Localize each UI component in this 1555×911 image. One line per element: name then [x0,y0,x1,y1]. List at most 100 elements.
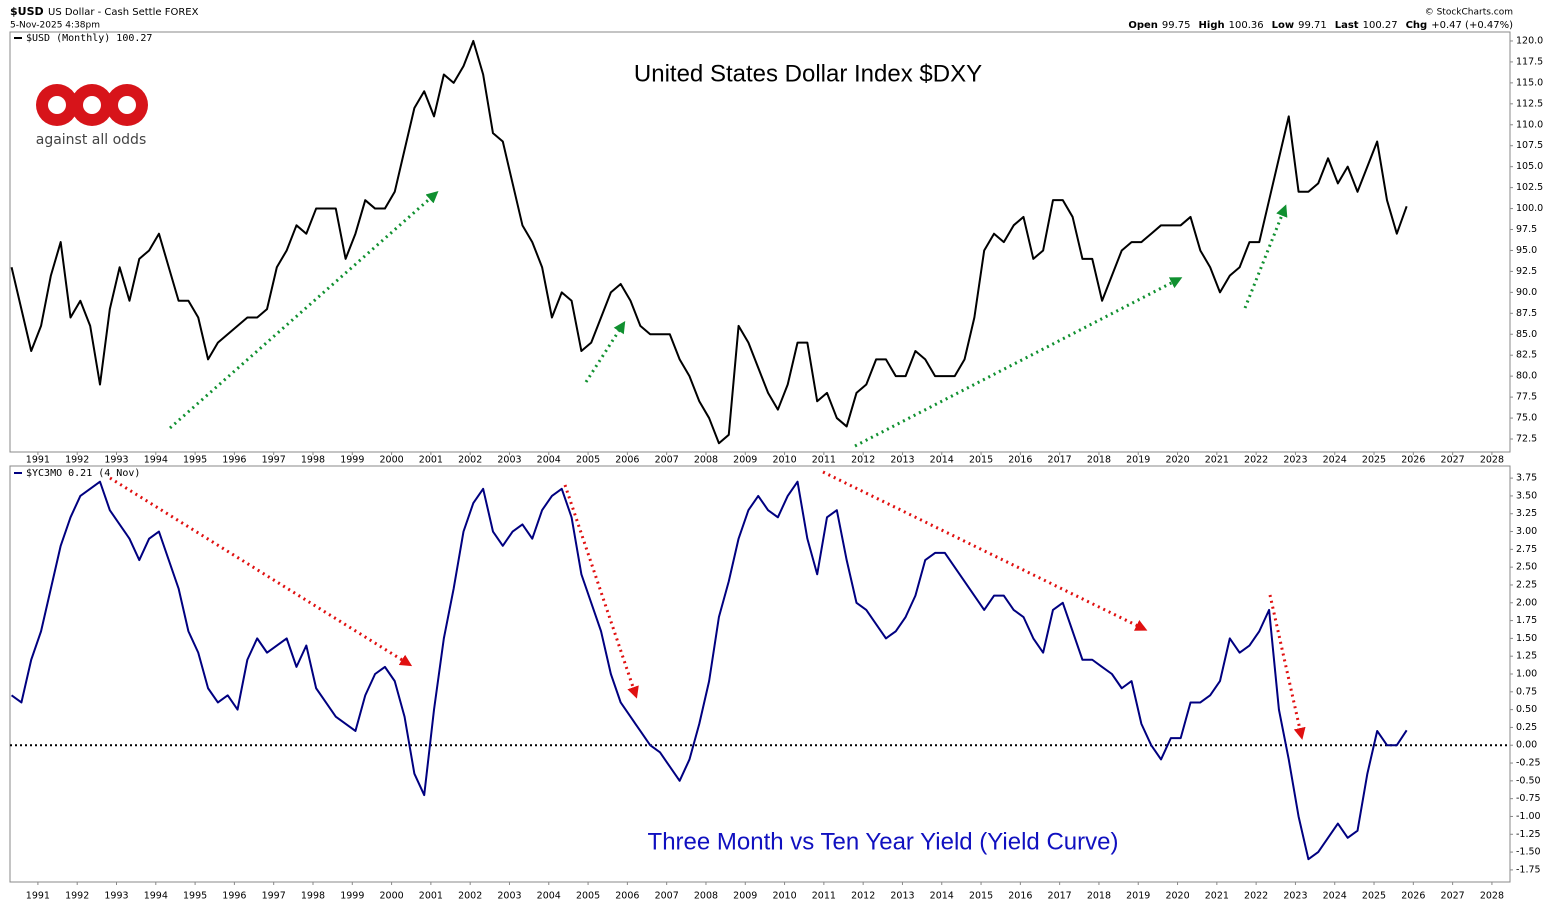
y-tick-label: 77.5 [1516,392,1537,403]
y-tick-label: 110.0 [1516,119,1543,130]
x-tick-label: 2004 [537,455,561,466]
x-tick-label: 2001 [419,455,443,466]
x-tick-label: 2021 [1205,891,1229,902]
x-tick-label: 2003 [497,891,521,902]
x-tick-label: 2025 [1362,455,1386,466]
x-tick-label: 2020 [1165,891,1189,902]
x-tick-label: 1991 [26,455,50,466]
x-tick-label: 1991 [26,891,50,902]
y-tick-label: 80.0 [1516,371,1537,382]
x-tick-label: 2005 [576,891,600,902]
x-tick-label: 2019 [1126,455,1150,466]
x-tick-label: 2018 [1087,891,1111,902]
y-tick-label: -0.75 [1516,793,1541,804]
quote-value: 99.71 [1298,20,1327,31]
legend-label: $USD (Monthly) 100.27 [26,33,152,44]
x-tick-label: 2013 [890,455,914,466]
trend-arrows [109,191,1306,740]
y-tick-label: 0.00 [1516,740,1537,751]
y-tick-label: 120.0 [1516,35,1543,46]
x-tick-label: 2004 [537,891,561,902]
x-tick-label: 1996 [222,455,246,466]
symbol: $USD [10,5,44,18]
y-tick-label: 3.50 [1516,490,1537,501]
x-tick-label: 2023 [1283,891,1307,902]
x-tick-label: 2028 [1480,455,1504,466]
quote-value: +0.47 (+0.47%) [1431,20,1513,31]
x-tick-label: 1993 [104,455,128,466]
x-tick-label: 1992 [65,891,89,902]
y-tick-label: 3.25 [1516,508,1537,519]
x-tick-label: 2009 [733,455,757,466]
x-tick-label: 1998 [301,455,325,466]
y-tick-label: 87.5 [1516,308,1537,319]
y-tick-label: 3.00 [1516,526,1537,537]
y-tick-label: 105.0 [1516,161,1543,172]
x-tick-label: 2024 [1323,891,1347,902]
y-tick-label: 97.5 [1516,224,1537,235]
x-tick-label: 2011 [812,455,836,466]
x-tick-label: 2002 [458,455,482,466]
y-tick-label: 100.0 [1516,203,1543,214]
y-tick-label: 0.50 [1516,704,1537,715]
x-tick-label: 2017 [1048,455,1072,466]
chart-title: United States Dollar Index $DXY [634,60,982,87]
instrument-name: US Dollar - Cash Settle FOREX [48,7,199,18]
quote-label: Chg [1406,20,1428,31]
y-tick-label: 1.75 [1516,615,1537,626]
x-tick-label: 2001 [419,891,443,902]
y-tick-label: 107.5 [1516,140,1543,151]
bottom-panel-frame [9,465,1511,883]
y-tick-label: 85.0 [1516,329,1537,340]
x-tick-label: 1999 [340,455,364,466]
quote-label: Open [1128,20,1158,31]
x-tick-label: 2024 [1323,455,1347,466]
x-tick-label: 2012 [851,891,875,902]
x-tick-label: 1992 [65,455,89,466]
quote-label: High [1199,20,1225,31]
x-tick-label: 2010 [772,455,796,466]
y-tick-label: -1.00 [1516,811,1541,822]
series-line [10,39,1408,445]
x-tick-label: 2008 [694,891,718,902]
x-tick-label: 1995 [183,891,207,902]
series-line [10,480,1408,861]
y-tick-label: 0.75 [1516,686,1537,697]
x-tick-label: 2011 [812,891,836,902]
y-tick-label: 102.5 [1516,182,1543,193]
x-tick-label: 2010 [772,891,796,902]
y-tick-label: -1.50 [1516,847,1541,858]
x-tick-label: 1998 [301,891,325,902]
x-tick-label: 1999 [340,891,364,902]
x-tick-label: 2014 [930,455,954,466]
date: 5-Nov-2025 4:38pm [10,21,100,31]
x-tick-label: 1996 [222,891,246,902]
x-tick-label: 2026 [1401,891,1425,902]
x-tick-label: 2003 [497,455,521,466]
y-tick-label: 82.5 [1516,350,1537,361]
y-tick-label: 2.75 [1516,544,1537,555]
y-tick-label: -1.75 [1516,864,1541,875]
y-tick-label: 1.50 [1516,633,1537,644]
x-tick-label: 2027 [1441,455,1465,466]
y-tick-label: -0.50 [1516,775,1541,786]
x-tick-label: 1997 [262,891,286,902]
y-tick-label: 0.25 [1516,722,1537,733]
y-tick-label: 1.00 [1516,669,1537,680]
x-tick-label: 2021 [1205,455,1229,466]
x-tick-label: 1995 [183,455,207,466]
x-tick-label: 2006 [615,455,639,466]
chart-title: Three Month vs Ten Year Yield (Yield Cur… [648,828,1119,855]
y-tick-label: 3.75 [1516,473,1537,484]
x-tick-label: 2026 [1401,455,1425,466]
quote: Open 99.75 High 100.36 Low 99.71 Last 100.27 Chg… [1128,20,1513,31]
x-tick-label: 2007 [655,891,679,902]
legend-label: $YC3MO 0.21 (4 Nov) [26,468,140,479]
x-tick-label: 2023 [1283,455,1307,466]
x-tick-label: 1994 [144,891,168,902]
x-tick-label: 2022 [1244,455,1268,466]
x-tick-label: 2000 [379,891,403,902]
x-tick-label: 2027 [1441,891,1465,902]
y-tick-label: -0.25 [1516,758,1541,769]
x-tick-label: 2019 [1126,891,1150,902]
